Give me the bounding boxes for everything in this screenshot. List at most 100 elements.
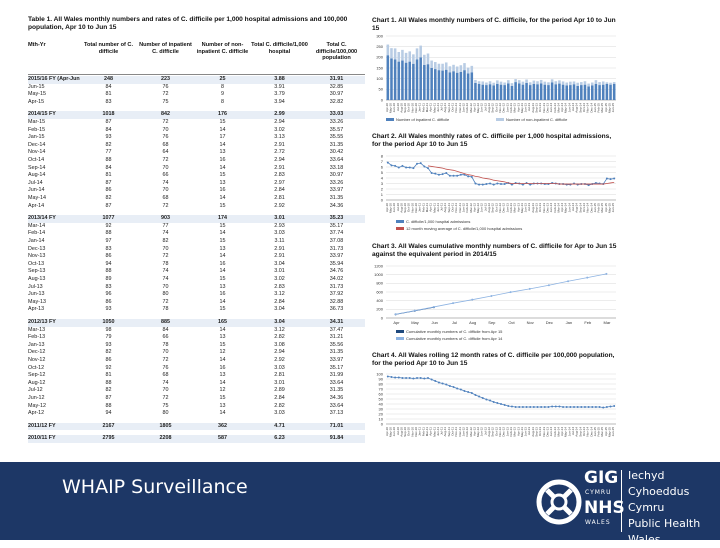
x-tick-label: Jun-10 [392,203,396,213]
table-cell: 15 [219,119,226,125]
table-cell: 16 [219,157,226,163]
bar [430,60,433,68]
x-tick-label: Aug-14 [575,203,579,213]
table-cell: 84 [105,126,112,133]
marker [397,166,400,169]
bar [437,63,441,71]
x-tick-label: Mar-14 [556,203,560,213]
row-label: 2013/14 FY [28,215,56,222]
x-tick-label: Sep-11 [447,103,451,113]
y-tick-label: 30 [379,406,384,411]
x-tick-label: Feb-11 [421,427,425,437]
x-tick-label: Sep-14 [578,103,582,113]
x-tick-label: May-15 [608,103,612,113]
y-tick-label: 10 [379,416,384,421]
bar [609,82,612,85]
x-tick-label: Feb-11 [421,203,425,213]
x-tick-label: Apr-10 [385,203,389,212]
table-cell: 83 [105,283,112,290]
bar [543,84,547,100]
marker [576,406,579,408]
table-cell: 2.83 [274,283,285,290]
table-cell: 70 [162,126,169,133]
bar [565,82,568,86]
bar [547,82,550,86]
marker [591,406,594,408]
bar [576,82,579,86]
marker [434,172,437,175]
table-cell: 2795 [102,435,115,442]
data-table: Table 1. All Wales monthly numbers and r… [27,14,367,459]
table-cell: 66 [162,172,169,179]
x-tick-label: May-11 [432,103,436,113]
x-tick-label: Aug-11 [443,427,447,437]
x-tick-label: Jan-12 [461,103,465,113]
x-tick-label: Jan-12 [461,203,465,213]
table-cell: 3.03 [274,410,285,417]
bar [587,83,590,87]
bar [590,85,594,100]
table-cell: 3.94 [274,98,285,105]
table-cell: 3.04 [274,260,285,267]
marker [605,406,608,408]
table-cell: 12 [219,387,226,394]
row-label: Jun-15 [28,83,45,90]
marker [567,280,570,283]
table-title: Table 1. All Wales monthly numbers and r… [28,16,348,31]
bar [408,51,412,62]
x-tick-label: Jun [431,320,437,325]
bar [550,82,554,100]
bar [466,73,470,100]
table-cell: 74 [162,276,169,282]
table-cell: 31.73 [329,245,344,252]
table-cell: 2.72 [274,149,285,156]
table-cell: 72 [162,202,169,209]
table-cell: 3.03 [274,230,285,237]
marker [426,377,429,379]
x-tick-label: Jun-15 [611,427,615,437]
x-tick-label: Dec-14 [589,103,593,113]
marker [416,162,419,165]
x-tick-label: Sep-11 [447,203,451,213]
table-cell: 2208 [159,435,172,442]
table-cell: 83 [105,245,112,252]
marker [605,177,608,180]
marker [510,405,513,408]
line [387,162,615,186]
table-cell: 78 [162,341,169,348]
marker [529,406,532,408]
bar [507,80,510,84]
chart-title: Chart 2. All Wales monthly rates of C. d… [372,133,612,148]
marker [551,405,554,408]
logo-line: Cymru [628,501,665,514]
marker [532,406,535,408]
y-tick-label: 60 [379,391,384,396]
table-cell: 13 [219,283,226,290]
summary-row-bg [28,76,365,84]
table-cell: 15 [219,238,226,244]
marker [518,406,521,408]
table-cell: 14 [219,379,226,386]
bar [434,62,437,70]
y-tick-label: 100 [376,371,383,376]
marker [528,287,531,290]
summary-row-bg [28,422,365,431]
table-cell: 3.79 [274,91,285,98]
table-cell: 842 [161,111,170,118]
x-tick-label: Apr-15 [604,103,608,112]
legend-swatch [396,330,404,333]
bar [412,54,415,64]
marker [605,272,608,275]
table-cell: 6.23 [274,435,285,442]
y-tick-label: 3 [381,181,384,186]
x-tick-label: Aug-11 [443,203,447,213]
bar [612,82,616,84]
x-tick-label: Aug-12 [487,203,491,213]
bar [488,81,492,85]
marker [452,386,455,388]
table-cell: 1805 [159,422,172,429]
table-cell: 72 [162,91,169,98]
bar [569,85,572,100]
marker [500,183,502,186]
marker [492,401,495,403]
